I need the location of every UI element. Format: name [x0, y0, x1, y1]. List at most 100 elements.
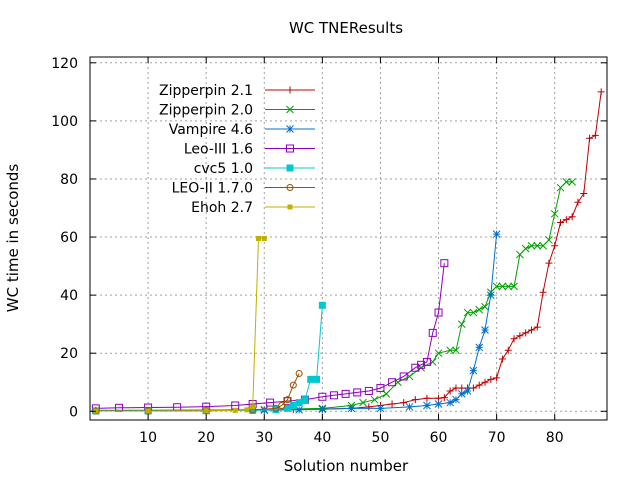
data-point: [446, 398, 455, 407]
legend-item: Vampire 4.6: [169, 122, 315, 138]
data-point: [498, 282, 507, 291]
data-point: [516, 332, 524, 340]
data-point: [504, 282, 513, 291]
series-line: [95, 181, 573, 411]
data-point: [272, 406, 280, 414]
data-point: [475, 305, 484, 314]
data-point: [388, 378, 397, 387]
data-point: [405, 403, 414, 411]
data-point: [469, 366, 478, 375]
chart-title: WC TNEResults: [289, 19, 403, 37]
legend-item: Ehoh 2.7: [191, 200, 315, 216]
data-point: [440, 259, 449, 268]
x-tick-label: 60: [430, 430, 448, 446]
series-zipperpin-2-0: [91, 178, 576, 415]
data-point: [284, 404, 292, 412]
y-tick-label: 120: [51, 56, 78, 72]
data-point: [586, 134, 594, 142]
data-point: [329, 391, 338, 400]
data-point: [232, 407, 238, 413]
series-line: [95, 373, 300, 412]
series-line: [95, 305, 323, 412]
data-point: [341, 389, 350, 398]
data-point: [353, 388, 362, 397]
data-point: [313, 375, 321, 383]
legend-label: cvc5 1.0: [194, 161, 253, 177]
data-point: [359, 398, 367, 407]
data-point: [434, 308, 443, 317]
data-point: [318, 392, 327, 401]
data-point: [440, 394, 448, 402]
data-point: [434, 349, 443, 358]
data-point: [504, 346, 512, 354]
legend-item: Zipperpin 2.1: [159, 83, 315, 99]
data-point: [493, 374, 501, 382]
data-point: [399, 372, 408, 381]
data-point: [272, 404, 280, 412]
data-point: [457, 320, 466, 329]
legend-label: Vampire 4.6: [169, 122, 253, 138]
data-point: [376, 404, 385, 413]
legend-label: Leo-III 1.6: [184, 142, 253, 158]
x-tick-label: 50: [372, 430, 390, 446]
series-line: [95, 91, 602, 411]
legend-label: Zipperpin 2.0: [159, 103, 253, 119]
data-point: [522, 329, 530, 337]
data-point: [527, 241, 536, 250]
legend-item: Zipperpin 2.0: [159, 103, 315, 119]
data-point: [481, 302, 489, 311]
y-tick-label: 100: [51, 114, 78, 130]
data-point: [295, 370, 303, 378]
data-point: [295, 399, 303, 407]
data-point: [203, 408, 209, 414]
data-point: [286, 86, 294, 94]
legend-item: LEO-II 1.7.0: [172, 181, 315, 197]
series-line: [95, 238, 265, 412]
y-tick-label: 40: [60, 288, 78, 304]
data-point: [284, 396, 292, 404]
data-point: [469, 308, 478, 317]
series-ehoh-2-7: [93, 236, 267, 414]
y-tick-label: 20: [60, 346, 78, 362]
series-leo-iii-1-6: [91, 259, 449, 413]
data-point: [533, 323, 541, 331]
data-point: [545, 259, 553, 267]
data-point: [365, 403, 373, 411]
x-tick-label: 70: [488, 430, 506, 446]
data-point: [463, 387, 472, 395]
data-point: [452, 346, 460, 355]
data-point: [423, 401, 431, 410]
x-axis-label: Solution number: [284, 457, 409, 475]
data-point: [498, 355, 506, 363]
data-point: [551, 242, 559, 250]
y-tick-label: 0: [69, 404, 78, 420]
data-point: [388, 400, 396, 408]
data-point: [347, 404, 356, 413]
data-point: [370, 395, 379, 404]
legend-item: Leo-III 1.6: [184, 142, 315, 158]
data-point: [244, 407, 250, 413]
data-point: [250, 404, 256, 410]
data-point: [457, 390, 466, 398]
data-point: [145, 408, 151, 414]
legend-label: Zipperpin 2.1: [159, 83, 253, 99]
data-point: [510, 282, 518, 291]
data-point: [492, 230, 501, 238]
data-point: [568, 213, 576, 221]
data-point: [597, 88, 605, 96]
data-point: [580, 189, 588, 197]
data-point: [446, 387, 454, 395]
data-point: [364, 386, 373, 395]
data-point: [550, 209, 559, 218]
data-point: [289, 381, 297, 389]
x-tick-label: 20: [197, 430, 215, 446]
data-point: [249, 406, 257, 414]
x-tick-label: 10: [139, 430, 157, 446]
data-point: [255, 236, 261, 241]
data-point: [521, 244, 530, 253]
data-point: [286, 164, 294, 172]
legend-label: LEO-II 1.7.0: [172, 181, 253, 197]
data-point: [423, 394, 431, 402]
data-point: [286, 184, 294, 191]
